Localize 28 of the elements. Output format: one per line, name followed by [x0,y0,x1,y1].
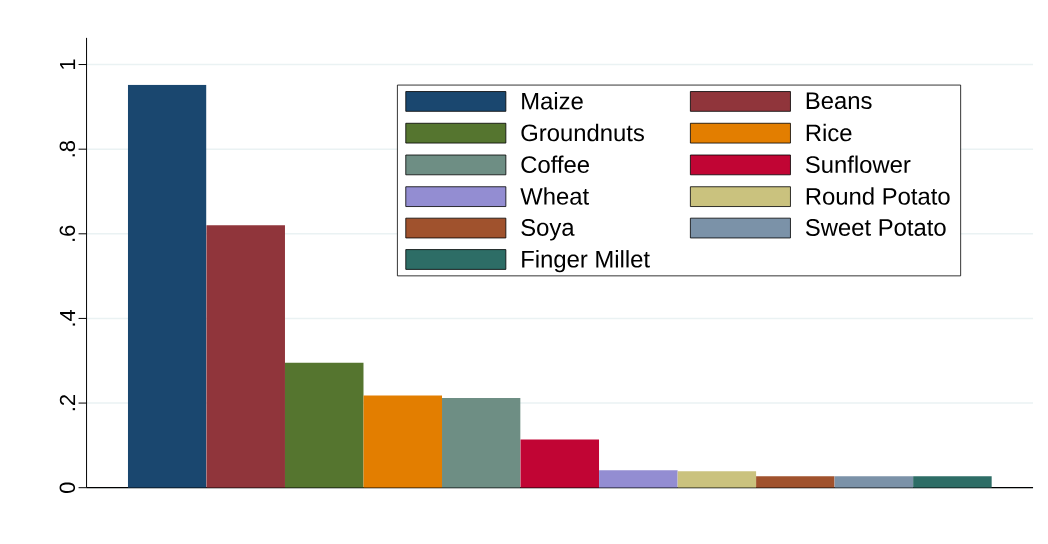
bar [206,225,285,488]
legend-label: Sweet Potato [805,219,946,237]
y-tick-label: .4 [60,310,76,326]
y-tick-label: .2 [59,395,76,411]
bar [913,476,992,488]
bar [442,398,521,488]
y-tick-label: 1 [60,59,76,70]
bar [363,395,443,488]
legend-label: Rice [806,124,852,142]
legend-label: Wheat [520,187,589,205]
y-tick-label: .8 [59,141,76,157]
bar [520,439,600,488]
bar [127,85,207,488]
y-tick-label: 0 [59,482,76,494]
legend-label: Maize [522,92,583,110]
legend-label: Sunflower [805,155,911,174]
y-tick-label: .6 [59,225,76,242]
legend-label: Beans [806,92,872,110]
legend-label: Soya [521,219,575,241]
legend-label: Groundnuts [521,124,644,142]
legend-label: Finger Millet [522,250,650,273]
legend-label: Round Potato [806,187,950,205]
bar [599,470,678,488]
legend-label: Coffee [521,155,589,174]
bar [284,363,364,488]
bar [677,471,757,488]
bar [756,476,835,488]
bar [834,476,914,488]
